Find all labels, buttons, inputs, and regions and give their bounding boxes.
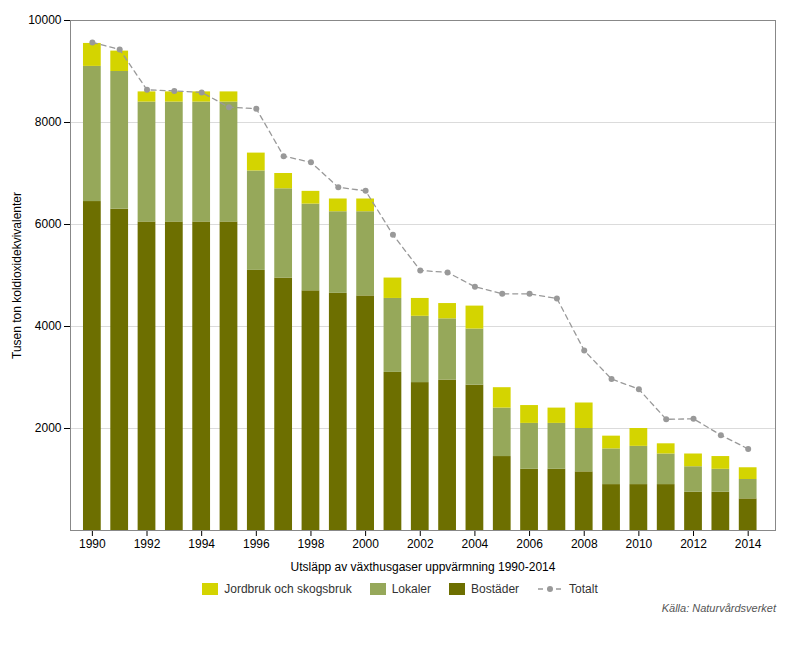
svg-text:4000: 4000	[35, 319, 62, 333]
svg-text:2004: 2004	[462, 537, 489, 551]
svg-text:2006: 2006	[516, 537, 543, 551]
svg-text:1998: 1998	[298, 537, 325, 551]
svg-text:2010: 2010	[626, 537, 653, 551]
svg-text:2000: 2000	[352, 537, 379, 551]
svg-text:2014: 2014	[735, 537, 762, 551]
svg-text:2008: 2008	[571, 537, 598, 551]
svg-text:6000: 6000	[35, 217, 62, 231]
svg-text:2002: 2002	[407, 537, 434, 551]
svg-text:10000: 10000	[28, 13, 62, 27]
html-text:Källa: Naturvårdsverket: Källa: Naturvårdsverket	[661, 602, 776, 614]
svg-text:1994: 1994	[188, 537, 215, 551]
svg-text:1996: 1996	[243, 537, 270, 551]
svg-text:1992: 1992	[134, 537, 161, 551]
svg-text:1990: 1990	[79, 537, 106, 551]
html-text:Lokaler: Lokaler	[391, 582, 431, 596]
svg-text:2012: 2012	[680, 537, 707, 551]
html-text:Totalt: Totalt	[569, 582, 598, 596]
html-text:Jordbruk och skogsbruk: Jordbruk och skogsbruk	[224, 582, 352, 596]
html-text:Bostäder: Bostäder	[471, 582, 519, 596]
svg-text:Utsläpp av växthusgaser uppvär: Utsläpp av växthusgaser uppvärmning 1990…	[291, 560, 556, 574]
svg-text:Tusen ton koldioxidekvivalente: Tusen ton koldioxidekvivalenter	[10, 192, 24, 359]
svg-text:8000: 8000	[35, 115, 62, 129]
svg-text:2000: 2000	[35, 421, 62, 435]
